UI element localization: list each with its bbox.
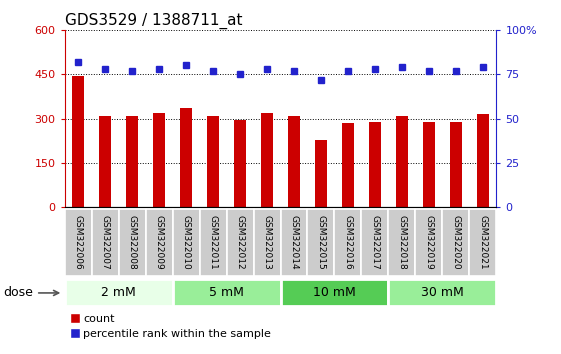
Bar xyxy=(315,140,327,207)
FancyBboxPatch shape xyxy=(470,209,496,276)
Text: GSM322014: GSM322014 xyxy=(289,215,298,270)
Text: GSM322015: GSM322015 xyxy=(316,215,325,270)
Text: GDS3529 / 1388711_at: GDS3529 / 1388711_at xyxy=(65,12,242,29)
FancyBboxPatch shape xyxy=(145,209,173,276)
FancyBboxPatch shape xyxy=(416,209,443,276)
FancyBboxPatch shape xyxy=(280,209,307,276)
FancyBboxPatch shape xyxy=(173,279,280,307)
Text: GSM322008: GSM322008 xyxy=(127,215,136,270)
Text: GSM322012: GSM322012 xyxy=(236,215,245,270)
Bar xyxy=(180,108,192,207)
Bar xyxy=(153,113,165,207)
FancyBboxPatch shape xyxy=(118,209,145,276)
FancyBboxPatch shape xyxy=(91,209,118,276)
FancyBboxPatch shape xyxy=(443,209,470,276)
Text: GSM322007: GSM322007 xyxy=(100,215,109,270)
Bar xyxy=(423,121,435,207)
Text: GSM322013: GSM322013 xyxy=(263,215,272,270)
FancyBboxPatch shape xyxy=(334,209,361,276)
FancyBboxPatch shape xyxy=(200,209,227,276)
FancyBboxPatch shape xyxy=(280,279,389,307)
Text: GSM322020: GSM322020 xyxy=(452,215,461,270)
Text: 2 mM: 2 mM xyxy=(101,286,136,299)
FancyBboxPatch shape xyxy=(307,209,334,276)
Bar xyxy=(450,121,462,207)
Text: 5 mM: 5 mM xyxy=(209,286,244,299)
Bar xyxy=(234,120,246,207)
FancyBboxPatch shape xyxy=(361,209,389,276)
Text: GSM322016: GSM322016 xyxy=(343,215,352,270)
Text: GSM322021: GSM322021 xyxy=(479,215,488,270)
Text: GSM322018: GSM322018 xyxy=(398,215,407,270)
Text: GSM322019: GSM322019 xyxy=(425,215,434,270)
FancyBboxPatch shape xyxy=(173,209,200,276)
Legend: count, percentile rank within the sample: count, percentile rank within the sample xyxy=(70,314,272,339)
Text: 30 mM: 30 mM xyxy=(421,286,464,299)
FancyBboxPatch shape xyxy=(254,209,280,276)
Bar xyxy=(99,116,111,207)
FancyBboxPatch shape xyxy=(389,209,416,276)
Bar xyxy=(342,123,354,207)
FancyBboxPatch shape xyxy=(65,209,91,276)
FancyBboxPatch shape xyxy=(65,279,173,307)
Text: GSM322017: GSM322017 xyxy=(370,215,379,270)
Bar xyxy=(126,116,138,207)
Bar xyxy=(207,116,219,207)
Text: GSM322006: GSM322006 xyxy=(73,215,82,270)
Text: GSM322010: GSM322010 xyxy=(182,215,191,270)
FancyBboxPatch shape xyxy=(389,279,496,307)
Text: 10 mM: 10 mM xyxy=(313,286,356,299)
Bar xyxy=(477,114,489,207)
Bar xyxy=(261,113,273,207)
Bar xyxy=(72,76,84,207)
Bar xyxy=(396,116,408,207)
Text: dose: dose xyxy=(3,286,58,299)
FancyBboxPatch shape xyxy=(227,209,254,276)
Bar xyxy=(369,121,381,207)
Text: GSM322009: GSM322009 xyxy=(154,215,163,270)
Text: GSM322011: GSM322011 xyxy=(209,215,218,270)
Bar xyxy=(288,116,300,207)
